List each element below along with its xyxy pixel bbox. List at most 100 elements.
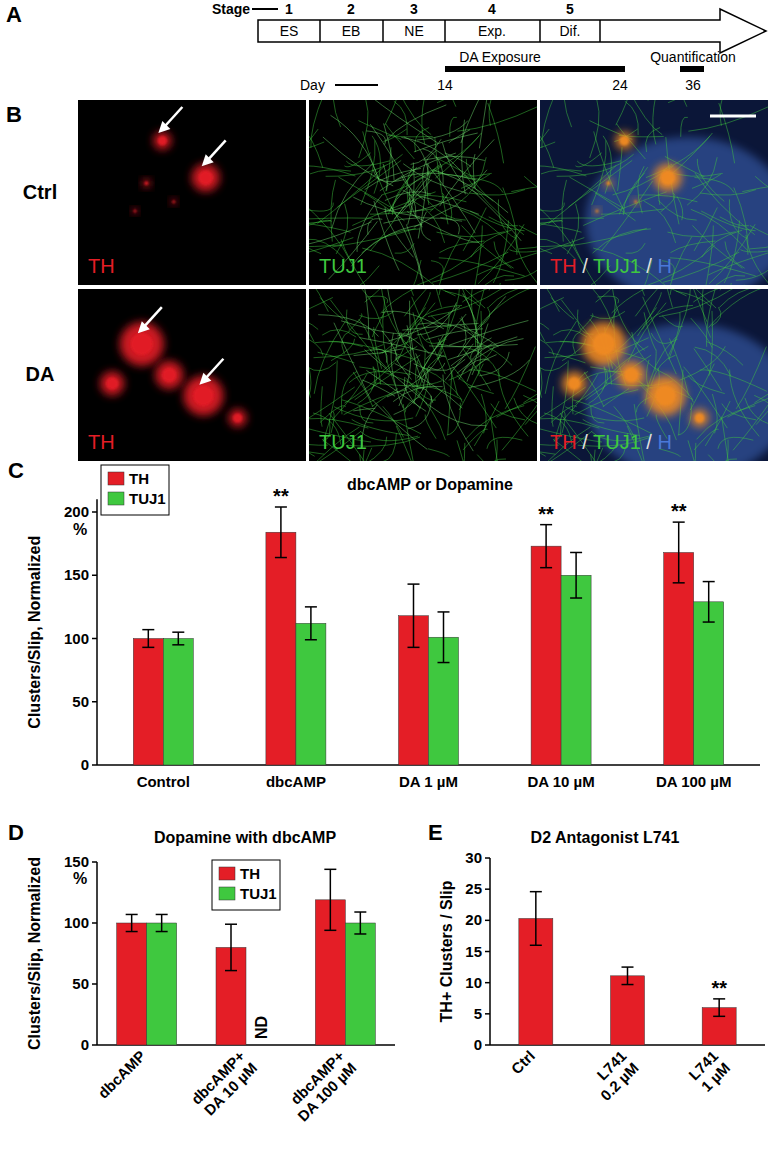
fiber — [473, 154, 475, 188]
y-unit-label: % — [73, 521, 87, 538]
fiber — [671, 241, 716, 253]
fiber — [309, 368, 311, 407]
label-line: DA 100 µM — [656, 773, 732, 790]
error-cap — [354, 933, 366, 935]
fiber — [474, 401, 499, 446]
fiber — [540, 223, 582, 232]
fiber — [681, 117, 688, 137]
fiber — [596, 289, 620, 302]
arrow-head — [138, 321, 150, 333]
cell-cluster — [645, 376, 685, 416]
fiber — [628, 303, 666, 363]
error-cap — [156, 931, 168, 933]
exposure-label: DA Exposure — [459, 49, 541, 65]
fiber — [367, 100, 438, 143]
y-tick — [92, 861, 97, 863]
legend-swatch — [108, 492, 124, 505]
fiber — [515, 235, 537, 285]
image-background — [78, 289, 306, 461]
stage-name: Dif. — [560, 23, 581, 39]
fiber — [366, 370, 426, 411]
merge-separator: / — [641, 255, 658, 277]
fiber — [309, 142, 324, 150]
error-stem — [360, 912, 362, 934]
panel-label: A — [6, 2, 22, 27]
stage-number: 4 — [488, 1, 496, 17]
y-unit-label: % — [73, 870, 87, 887]
fiber — [724, 221, 739, 283]
cell-core — [158, 136, 167, 145]
fiber — [754, 366, 768, 403]
error-stem — [535, 892, 537, 946]
fiber — [662, 316, 683, 327]
merge-channel: TH — [550, 431, 577, 453]
fiber — [540, 289, 545, 342]
fiber — [603, 389, 629, 407]
merge-channel: H — [657, 255, 671, 277]
fiber — [505, 347, 535, 409]
fiber — [383, 164, 387, 191]
stage-divider — [539, 20, 541, 42]
error-cap — [703, 621, 715, 623]
bar — [611, 976, 645, 1045]
fiber — [440, 139, 495, 206]
label-line: DA 10 µM — [201, 1059, 261, 1119]
fiber — [421, 212, 431, 241]
day-number: 24 — [612, 77, 628, 93]
fiber — [382, 331, 397, 361]
fiber — [659, 289, 737, 317]
fiber — [745, 398, 768, 426]
fiber — [523, 366, 537, 403]
cell-core — [624, 368, 638, 382]
fiber — [709, 289, 769, 328]
cell-cluster — [615, 132, 633, 150]
fiber — [493, 221, 508, 283]
fiber — [362, 380, 395, 396]
chart-e: ED2 Antagonist L741TH+ Clusters / Slip05… — [428, 820, 765, 1104]
error-bar — [622, 967, 634, 984]
cell-cluster — [617, 361, 645, 389]
fiber — [309, 387, 355, 423]
fiber — [403, 164, 468, 194]
stage-name: NE — [404, 23, 423, 39]
fiber — [431, 261, 443, 279]
fiber — [404, 377, 420, 409]
legend-swatch — [219, 887, 235, 900]
fiber — [626, 243, 645, 253]
merge-separator: / — [577, 255, 593, 277]
error-bar — [126, 914, 138, 931]
fiber — [428, 449, 450, 457]
fiber — [348, 454, 360, 461]
fiber — [406, 224, 425, 285]
fiber — [472, 190, 521, 241]
fiber — [554, 361, 568, 442]
error-bar — [275, 507, 287, 558]
fiber — [659, 289, 673, 308]
fiber — [733, 394, 768, 450]
fiber — [720, 100, 737, 126]
bar — [147, 923, 177, 1045]
error-stem — [148, 630, 150, 648]
fiber — [617, 289, 686, 296]
fiber — [386, 289, 455, 296]
fiber — [497, 388, 538, 417]
y-tick-label: 20 — [465, 911, 482, 928]
y-tick-label: 100 — [64, 630, 89, 647]
legend-label: TH — [129, 470, 149, 487]
fiber — [514, 398, 537, 426]
fiber — [370, 349, 387, 362]
channel-label: TUJ1 — [319, 431, 367, 453]
fiber — [323, 361, 337, 442]
fiber — [411, 139, 442, 164]
error-stem — [280, 507, 282, 558]
fiber — [309, 362, 336, 370]
fiber — [720, 289, 747, 290]
stage-name: Exp. — [478, 23, 506, 39]
fiber — [557, 154, 634, 176]
cell-core — [233, 414, 242, 423]
fiber — [311, 100, 325, 148]
fiber — [602, 100, 648, 101]
fiber — [462, 289, 537, 302]
panel-label: C — [8, 458, 24, 483]
error-stem — [230, 924, 232, 970]
